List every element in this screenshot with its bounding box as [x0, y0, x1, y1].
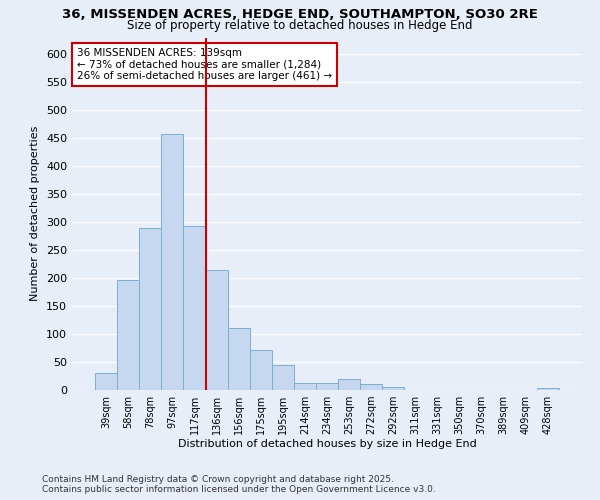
Bar [161, 134, 184, 390]
Bar [316, 384, 338, 390]
Bar [360, 384, 382, 390]
Bar [537, 388, 559, 390]
Text: Size of property relative to detached houses in Hedge End: Size of property relative to detached ho… [127, 18, 473, 32]
Bar [338, 379, 360, 390]
Bar [95, 373, 117, 390]
Bar [382, 387, 404, 390]
Bar [272, 365, 294, 390]
Bar [227, 328, 250, 390]
Y-axis label: Number of detached properties: Number of detached properties [31, 126, 40, 302]
Bar [139, 228, 161, 390]
Bar [184, 226, 206, 390]
Text: 36 MISSENDEN ACRES: 139sqm
← 73% of detached houses are smaller (1,284)
26% of s: 36 MISSENDEN ACRES: 139sqm ← 73% of deta… [77, 48, 332, 82]
Bar [206, 270, 227, 390]
X-axis label: Distribution of detached houses by size in Hedge End: Distribution of detached houses by size … [178, 438, 476, 448]
Bar [250, 350, 272, 390]
Text: 36, MISSENDEN ACRES, HEDGE END, SOUTHAMPTON, SO30 2RE: 36, MISSENDEN ACRES, HEDGE END, SOUTHAMP… [62, 8, 538, 20]
Text: Contains HM Land Registry data © Crown copyright and database right 2025.
Contai: Contains HM Land Registry data © Crown c… [42, 474, 436, 494]
Bar [117, 280, 139, 390]
Bar [294, 384, 316, 390]
